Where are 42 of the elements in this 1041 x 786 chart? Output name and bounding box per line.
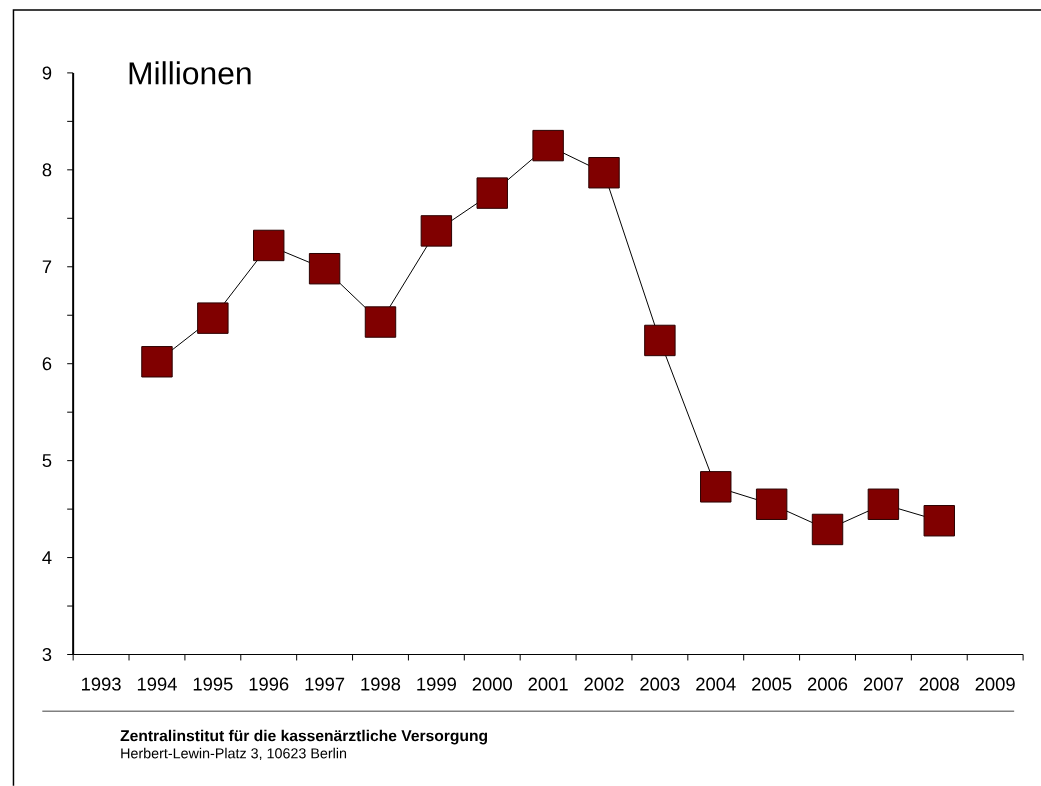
y-tick-label: 5 — [42, 454, 52, 468]
x-tick-label: 1995 — [193, 677, 233, 691]
point — [476, 177, 508, 209]
x-tick-label: 2002 — [584, 677, 624, 691]
point — [588, 157, 620, 189]
point — [197, 302, 229, 334]
point — [811, 513, 844, 546]
x-tick-label: 1999 — [417, 677, 456, 691]
x-tick-label: 2006 — [807, 677, 848, 691]
x-tick-label: 2000 — [472, 677, 512, 691]
point — [867, 488, 900, 521]
point — [308, 253, 341, 285]
y-axis-title: Millionen — [129, 61, 251, 85]
point — [923, 505, 955, 537]
point — [532, 129, 564, 162]
y-tick-label: 4 — [42, 551, 52, 564]
point — [364, 306, 397, 338]
x-tick-label: 2004 — [696, 677, 736, 691]
point — [253, 229, 285, 262]
y-tick-label: 3 — [42, 648, 52, 662]
x-tick-label: 1997 — [305, 677, 345, 691]
x-tick-label: 2008 — [919, 677, 959, 691]
x-tick-label: 2003 — [640, 677, 680, 691]
point — [644, 324, 676, 357]
point — [755, 488, 788, 521]
x-tick-label: 2007 — [863, 677, 903, 691]
x-tick-label: 2005 — [752, 677, 792, 691]
x-tick-label: 1998 — [361, 677, 401, 691]
x-tick-label: 2001 — [528, 677, 568, 691]
point — [420, 215, 453, 247]
text: Zentralinstitut für die kassenärztliche Versorgung — [120, 729, 488, 745]
y-tick-label: 7 — [42, 260, 52, 274]
x-tick-label: 2009 — [975, 677, 1015, 691]
text: Herbert-Lewin-Platz 3, 10623 Berlin — [121, 747, 347, 761]
x-tick-label: 1994 — [137, 677, 177, 691]
point — [141, 346, 173, 378]
y-tick-label: 6 — [42, 357, 52, 371]
x-tick-label: 1996 — [249, 677, 289, 691]
x-tick-label: 1993 — [82, 677, 121, 691]
y-tick-label: 9 — [42, 66, 52, 80]
point — [700, 471, 732, 503]
y-tick-label: 8 — [42, 163, 52, 177]
